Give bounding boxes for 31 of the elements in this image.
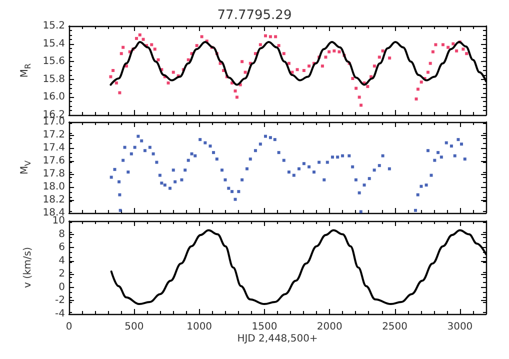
y-tick-label: 10: [52, 216, 65, 226]
x-axis-title: HJD 2,448,500+: [237, 334, 318, 344]
y-tick-label: 18.2: [42, 194, 65, 206]
y-tick-label: 16.0: [42, 92, 65, 103]
y-tick-label: 15.2: [42, 20, 65, 32]
y-tick-label: 0: [58, 282, 65, 293]
y-tick-label: 17.4: [42, 142, 65, 154]
y-axis-title: MR: [19, 62, 32, 78]
x-tick-label: 1500: [252, 322, 278, 332]
y-tick-label: 2: [58, 268, 65, 280]
chart-title: 77.7795.29: [217, 8, 292, 23]
x-tick-label: 0: [66, 322, 72, 332]
y-tick-label: 8: [58, 228, 65, 240]
y-tick-label: 17.6: [42, 156, 65, 166]
x-tick-label: 1000: [186, 322, 212, 332]
y-tick-label: 15.8: [42, 74, 65, 85]
y-tick-label: 15.6: [42, 56, 65, 68]
y-tick-label: -2: [55, 295, 65, 306]
y-axis-title: v (km/s): [22, 246, 34, 288]
x-tick-label: 3000: [447, 322, 473, 332]
y-tick-label: 18.0: [42, 182, 65, 192]
y-tick-label: -4: [55, 308, 65, 320]
x-tick-label: 2500: [382, 322, 408, 332]
x-tick-label: 2000: [316, 322, 342, 332]
x-tick-label: 500: [124, 322, 144, 332]
y-tick-label: 6: [58, 242, 65, 254]
y-axis-title: MV: [19, 160, 32, 175]
y-tick-label: 15.4: [42, 38, 65, 50]
y-tick-label: 17.8: [42, 168, 65, 180]
y-tick-label: 4: [58, 255, 65, 266]
y-tick-label: 17.2: [42, 130, 65, 140]
